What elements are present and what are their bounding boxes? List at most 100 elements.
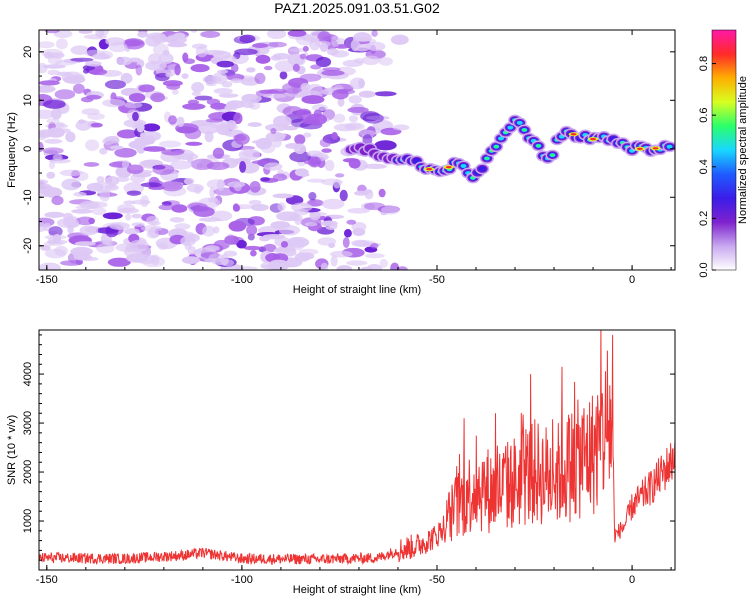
spectrogram-noise-blob bbox=[250, 250, 257, 257]
spectrogram-noise-blob bbox=[46, 171, 56, 179]
spectrogram-noise-blob bbox=[216, 179, 225, 191]
spectrogram-noise-blob bbox=[239, 160, 247, 173]
spectrogram-noise-blob bbox=[39, 222, 47, 233]
spectrogram-noise-blob bbox=[324, 159, 335, 172]
spectrogram-noise-blob bbox=[212, 147, 225, 159]
spectrogram-noise-blob bbox=[247, 233, 255, 241]
spectrogram-signal-blob bbox=[666, 144, 673, 149]
spectrogram-noise-blob bbox=[263, 65, 273, 71]
spectrogram-noise-blob bbox=[319, 42, 329, 52]
spectrogram-noise-blob bbox=[310, 64, 322, 70]
spectrogram-noise-blob bbox=[56, 217, 80, 229]
spectrogram-signal-blob bbox=[484, 157, 489, 160]
spectrogram-noise-blob bbox=[307, 150, 323, 157]
spectrogram-noise-blob bbox=[39, 109, 55, 119]
spectrogram-noise-blob bbox=[224, 104, 235, 111]
spectrogram-y-tick-label: 20 bbox=[22, 46, 34, 58]
spectrogram-y-tick-label: -20 bbox=[22, 238, 34, 254]
spectrogram-noise-blob bbox=[142, 123, 161, 132]
snr-y-tick-label: 3000 bbox=[22, 411, 34, 435]
spectrogram-noise-blob bbox=[55, 121, 65, 128]
spectrogram-noise-blob bbox=[44, 30, 60, 34]
spectrogram-noise-blob bbox=[247, 122, 262, 128]
spectrogram-noise-blob bbox=[120, 72, 133, 84]
spectrogram-noise-blob bbox=[347, 106, 369, 114]
colorbar-ticks: 0.0 0.2 0.4 0.6 0.8 bbox=[698, 56, 716, 278]
spectrogram-noise-blob bbox=[124, 101, 143, 109]
spectrogram-noise-blob bbox=[99, 189, 111, 202]
spectrogram-noise-blob bbox=[276, 245, 296, 253]
spectrogram-noise-blob bbox=[319, 138, 332, 148]
spectrogram-noise-blob bbox=[306, 113, 327, 126]
colorbar-tick-label: 0.8 bbox=[698, 56, 710, 71]
spectrogram-noise-blob bbox=[54, 60, 76, 66]
spectrogram-noise-blob bbox=[48, 158, 71, 164]
spectrogram-noise-blob bbox=[114, 147, 137, 158]
spectrogram-noise-blob bbox=[70, 57, 94, 62]
snr-x-tick-label: 0 bbox=[629, 574, 635, 586]
spectrogram-noise-blob bbox=[304, 222, 318, 227]
spectrogram-noise-blob bbox=[107, 257, 131, 267]
spectrogram-noise-blob bbox=[92, 53, 110, 60]
spectrogram-noise-blob bbox=[294, 168, 309, 177]
spectrogram-noise-blob bbox=[371, 30, 378, 37]
spectrogram-noise-blob bbox=[152, 164, 175, 176]
spectrogram-noise-blob bbox=[65, 131, 76, 143]
spectrogram-noise-blob bbox=[321, 198, 345, 210]
spectrogram-noise-blob bbox=[243, 245, 262, 251]
snr-y-tick-label: 2000 bbox=[22, 460, 34, 484]
spectrogram-noise-blob bbox=[303, 132, 312, 138]
spectrogram-noise-blob bbox=[88, 217, 95, 225]
spectrogram-noise-blob bbox=[250, 203, 269, 212]
spectrogram-noise-blob bbox=[171, 204, 188, 213]
spectrogram-noise-blob bbox=[39, 179, 49, 185]
spectrogram-noise-blob bbox=[339, 189, 348, 202]
spectrogram-noise-blob bbox=[200, 30, 221, 38]
spectrogram-noise-blob bbox=[309, 155, 319, 167]
spectrogram-noise-blob bbox=[198, 217, 222, 222]
spectrogram-noise-blob bbox=[390, 262, 400, 270]
spectrogram-noise-blob bbox=[272, 193, 294, 199]
spectrogram-noise-blob bbox=[181, 73, 189, 80]
spectrogram-noise-blob bbox=[203, 49, 226, 56]
spectrogram-noise-blob bbox=[55, 38, 68, 50]
spectrogram-noise-blob bbox=[187, 245, 197, 255]
spectrogram-noise-blob bbox=[99, 147, 108, 155]
spectrogram-noise-blob bbox=[374, 91, 397, 97]
spectrogram-noise-blob bbox=[272, 53, 291, 60]
spectrogram-noise-blob bbox=[126, 164, 144, 175]
spectrogram-noise-blob bbox=[301, 95, 325, 104]
spectrogram-noise-blob bbox=[104, 79, 126, 90]
spectrogram-noise-blob bbox=[238, 148, 261, 161]
spectrogram-noise-blob bbox=[252, 43, 269, 49]
spectrogram-noise-blob bbox=[285, 195, 304, 205]
spectrogram-noise-blob bbox=[96, 242, 115, 254]
figure-title: PAZ1.2025.091.03.51.G02 bbox=[274, 0, 440, 16]
spectrogram-noise-blob bbox=[348, 158, 361, 169]
spectrogram-noise-blob bbox=[165, 72, 173, 78]
spectrogram-noise-blob bbox=[358, 90, 376, 98]
spectrogram-noise-blob bbox=[208, 253, 225, 263]
spectrogram-noise-blob bbox=[288, 214, 303, 222]
spectrogram-noise-blob bbox=[350, 39, 360, 52]
snr-frame bbox=[38, 329, 676, 571]
spectrogram-noise-blob bbox=[342, 237, 350, 248]
spectrogram-noise-blob bbox=[66, 76, 77, 81]
spectrogram-noise-blob bbox=[84, 60, 102, 67]
spectrogram-noise-blob bbox=[293, 143, 306, 155]
spectrogram-noise-blob bbox=[168, 33, 189, 40]
spectrogram-noise-blob bbox=[236, 239, 247, 249]
spectrogram-noise-blob bbox=[294, 134, 306, 145]
spectrogram-noise-blob bbox=[282, 106, 304, 117]
spectrogram-noise-blob bbox=[218, 93, 239, 98]
spectrogram-noise-blob bbox=[150, 92, 165, 103]
spectrogram-noise-blob bbox=[117, 207, 140, 214]
spectrogram-noise-blob bbox=[77, 119, 86, 124]
spectrogram-noise-blob bbox=[167, 42, 188, 48]
spectrogram-noise-blob bbox=[206, 161, 230, 171]
spectrogram-hot-core bbox=[590, 137, 597, 141]
spectrogram-noise-blob bbox=[166, 83, 181, 90]
spectrogram-noise-blob bbox=[91, 207, 107, 216]
spectrogram-noise-blob bbox=[248, 199, 262, 206]
